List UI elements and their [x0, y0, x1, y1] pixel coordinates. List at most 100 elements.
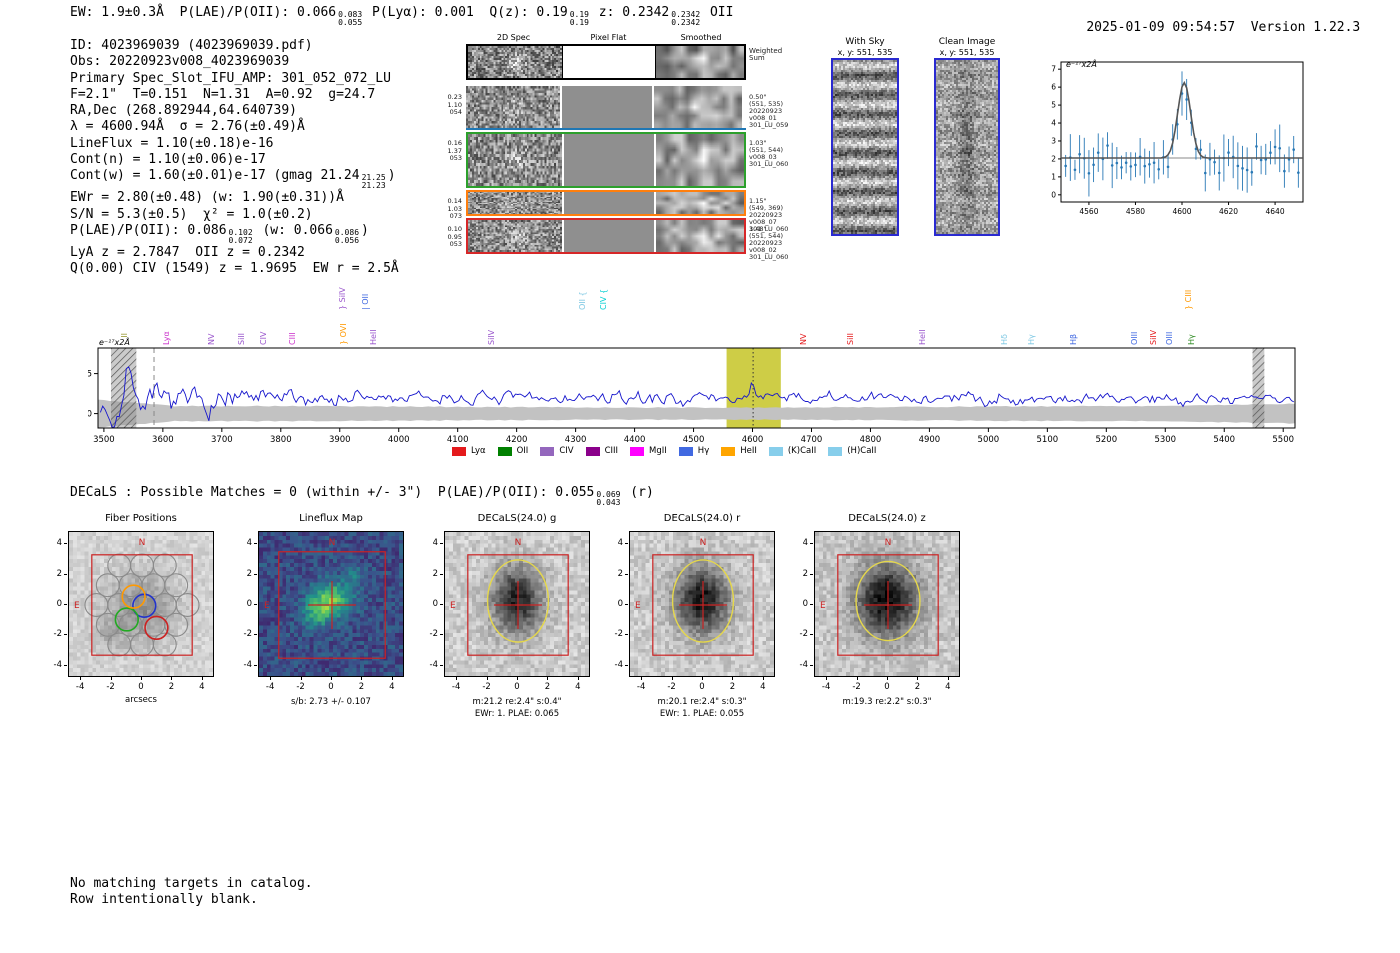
uncertainty-hi: 21.25 [361, 173, 386, 183]
fiber-weight-label: 0.10 0.95 053 [447, 225, 462, 248]
uncertainty-range: 0.083 0.055 [338, 11, 362, 27]
panel-caption-2: EWr: 1. PLAE: 0.065 [474, 709, 560, 719]
x-tick-mark [361, 677, 363, 680]
x-tick-label: 4 [575, 682, 581, 692]
uncertainty-lo: 0.055 [338, 18, 363, 27]
svg-text:6: 6 [1051, 83, 1056, 92]
y-tick-mark [440, 573, 443, 575]
panel-title-decals_z: DECaLS(24.0) z [848, 513, 926, 524]
legend-item: OII [497, 446, 528, 456]
svg-text:E: E [820, 601, 826, 611]
svg-text:3600: 3600 [152, 435, 174, 445]
weighted-sum-2dspec-image [468, 46, 562, 78]
sky-panel [831, 58, 899, 236]
decals-matches-line: DECaLS : Possible Matches = 0 (within +/… [70, 485, 654, 507]
target-info-block: ID: 4023969039 (4023969039.pdf) Obs: 2022… [70, 38, 399, 278]
panel-image-fiber_positions [69, 532, 213, 676]
uncertainty-hi: 0.102 [228, 227, 253, 237]
panel-overlay-decals_z: NE [820, 538, 939, 656]
text-segment: (w: 0.066 [254, 222, 333, 238]
cutout-smoothed-image [656, 220, 744, 252]
svg-text:4560: 4560 [1079, 207, 1098, 216]
y-tick-mark [625, 634, 628, 636]
uncertainty-lo: 21.23 [361, 181, 386, 191]
weighted-sum-smoothed-image [656, 46, 744, 78]
sky-panel-coords: x, y: 551, 535 [837, 48, 893, 57]
svg-text:4500: 4500 [683, 435, 705, 445]
y-tick-mark [440, 543, 443, 545]
svg-text:4000: 4000 [388, 435, 410, 445]
info-line-7: Cont(n) = 1.10(±0.06)e-17 [70, 152, 399, 168]
svg-text:4600: 4600 [742, 435, 764, 445]
svg-text:4620: 4620 [1219, 207, 1238, 216]
y-tick-mark [810, 543, 813, 545]
text-segment: z: 0.2342 [590, 5, 670, 20]
y-tick-label: 4 [56, 538, 62, 549]
x-tick-mark [641, 677, 643, 680]
text-segment: Cont(n) = 1.10(±0.06)e-17 [70, 152, 266, 168]
x-tick-mark [887, 677, 888, 680]
y-tick-mark [810, 664, 813, 666]
uncertainty-range: 0.102 0.072 [228, 227, 253, 245]
cutout-pixelflat-image [562, 192, 656, 214]
svg-text:7: 7 [1051, 65, 1056, 74]
svg-text:5400: 5400 [1213, 435, 1235, 445]
cutout-2dspec-image [466, 86, 560, 128]
cutout-smoothed-image [654, 86, 742, 128]
with-sky-image [833, 60, 897, 234]
panel-image-lineflux_map [259, 532, 403, 676]
x-tick-label: -4 [636, 682, 646, 692]
text-segment: Obs: 20220923v008_4023969039 [70, 54, 290, 70]
legend-swatch [540, 446, 555, 456]
info-line-10: S/N = 5.3(±0.5) χ² = 1.0(±0.2) [70, 207, 399, 223]
text-segment: ) [361, 222, 369, 238]
x-tick-label: -2 [852, 682, 861, 692]
y-tick-label: -2 [429, 629, 438, 640]
x-tick-mark [517, 677, 518, 680]
legend-item: CIV [540, 446, 574, 456]
x-tick-label: 0 [138, 682, 144, 692]
x-tick-mark [456, 677, 458, 680]
uncertainty-range: 21.25 21.23 [362, 174, 386, 190]
col-header-2dspec: 2D Spec [496, 33, 531, 42]
y-tick-mark [254, 634, 257, 636]
svg-text:3700: 3700 [211, 435, 233, 445]
legend-swatch [497, 446, 512, 456]
legend-label: MgII [649, 446, 667, 456]
legend-label: HeII [740, 446, 757, 456]
legend-label: CIII [604, 446, 619, 456]
svg-text:3: 3 [1051, 136, 1056, 145]
y-tick-mark [810, 634, 813, 636]
cutout-smoothed-image [656, 134, 744, 186]
x-tick-label: 0 [699, 682, 705, 692]
svg-text:1: 1 [1051, 172, 1056, 181]
x-tick-mark [80, 677, 82, 680]
svg-text:E: E [264, 601, 270, 611]
panel-overlay-decals_r: NE [635, 538, 754, 656]
panel-overlay-decals_g: NE [450, 538, 569, 656]
report-version: Version 1.22.3 [1250, 20, 1361, 35]
text-segment: EWr = 2.80(±0.48) (w: 1.90(±0.31))Å [70, 190, 344, 206]
x-tick-label: 0 [884, 682, 890, 692]
y-tick-mark [440, 664, 443, 666]
legend-item: HeII [721, 446, 757, 456]
fiber-weight-label: 0.16 1.37 053 [447, 139, 462, 162]
svg-text:5: 5 [88, 370, 92, 380]
legend-label: Hγ [697, 446, 710, 456]
text-segment: EW: 1.9±0.3Å P(LAE)/P(OII): 0.066 [70, 5, 337, 20]
panel-caption: m:19.3 re:2.2" s:0.3" [842, 697, 932, 707]
panel-title-decals_r: DECaLS(24.0) r [663, 513, 741, 524]
x-tick-label: -2 [482, 682, 491, 692]
info-line-8: Cont(w) = 1.60(±0.01)e-17 (gmag 21.24 21.… [70, 168, 399, 190]
y-tick-label: -2 [799, 629, 808, 640]
text-segment: RA,Dec (268.892944,64.640739) [70, 103, 297, 119]
legend-swatch [585, 446, 600, 456]
y-tick-label: 2 [246, 568, 252, 579]
text-segment: LineFlux = 1.10(±0.18)e-16 [70, 135, 274, 151]
panel-title-decals_g: DECaLS(24.0) g [477, 513, 557, 524]
legend-label: (K)CaII [787, 446, 817, 456]
panel-caption: s/b: 2.73 +/- 0.107 [291, 697, 371, 707]
